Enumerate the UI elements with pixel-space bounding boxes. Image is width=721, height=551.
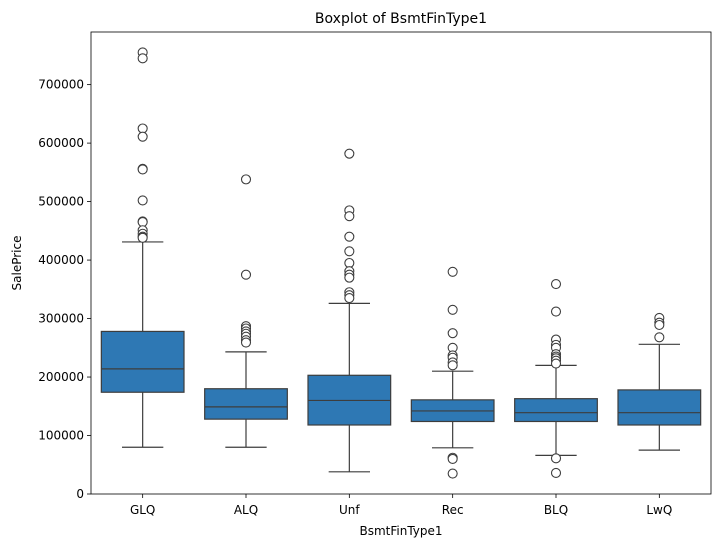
outlier-point bbox=[550, 358, 562, 369]
outlier-point bbox=[447, 328, 458, 339]
outlier-point bbox=[240, 337, 252, 348]
box-alq bbox=[204, 388, 288, 420]
outlier-point bbox=[344, 293, 355, 304]
y-tick-label: 600000 bbox=[38, 136, 84, 150]
outlier-point bbox=[550, 467, 562, 478]
y-tick-label: 200000 bbox=[38, 370, 84, 384]
y-axis-label: SalePrice bbox=[10, 236, 24, 291]
y-tick-label: 300000 bbox=[38, 312, 84, 326]
outlier-point bbox=[550, 453, 562, 464]
chart-title: Boxplot of BsmtFinType1 bbox=[315, 11, 487, 27]
box-glq bbox=[100, 330, 185, 393]
x-axis-label: BsmtFinType1 bbox=[359, 524, 442, 538]
x-tick-label: LwQ bbox=[646, 503, 672, 517]
y-tick-label: 500000 bbox=[38, 195, 84, 209]
y-tick-label: 0 bbox=[76, 487, 84, 501]
outlier-point bbox=[344, 231, 355, 242]
y-tick-label: 100000 bbox=[38, 429, 84, 443]
box-blq bbox=[514, 398, 598, 423]
outlier-point bbox=[344, 272, 355, 283]
outlier-point bbox=[137, 164, 148, 175]
x-tick-label: Rec bbox=[442, 503, 464, 517]
outlier-point bbox=[447, 304, 458, 315]
outlier-point bbox=[344, 148, 355, 159]
box-lwq bbox=[617, 389, 702, 426]
outlier-point bbox=[344, 246, 355, 257]
outlier-point bbox=[654, 319, 665, 331]
outlier-point bbox=[447, 266, 458, 277]
x-tick-label: BLQ bbox=[544, 503, 568, 517]
x-tick-label: GLQ bbox=[130, 503, 155, 517]
outlier-point bbox=[137, 232, 148, 243]
outlier-point bbox=[344, 211, 355, 222]
outlier-point bbox=[240, 269, 252, 280]
outlier-point bbox=[447, 360, 458, 371]
outlier-point bbox=[550, 306, 562, 317]
outlier-point bbox=[240, 174, 252, 185]
x-tick-label: ALQ bbox=[234, 503, 258, 517]
outlier-point bbox=[447, 468, 458, 479]
outlier-point bbox=[137, 131, 148, 142]
y-tick-label: 400000 bbox=[38, 253, 84, 267]
outlier-point bbox=[137, 53, 148, 64]
plot-area: 0 100000 200000 300000 400000 500000 600000 700… bbox=[38, 31, 712, 517]
outlier-point bbox=[654, 332, 665, 343]
outlier-point bbox=[137, 195, 148, 206]
outlier-point bbox=[447, 453, 458, 464]
y-tick-label: 700000 bbox=[38, 78, 84, 92]
x-tick-label: Unf bbox=[339, 503, 360, 517]
plot-frame bbox=[90, 31, 712, 495]
outlier-point bbox=[550, 279, 562, 290]
